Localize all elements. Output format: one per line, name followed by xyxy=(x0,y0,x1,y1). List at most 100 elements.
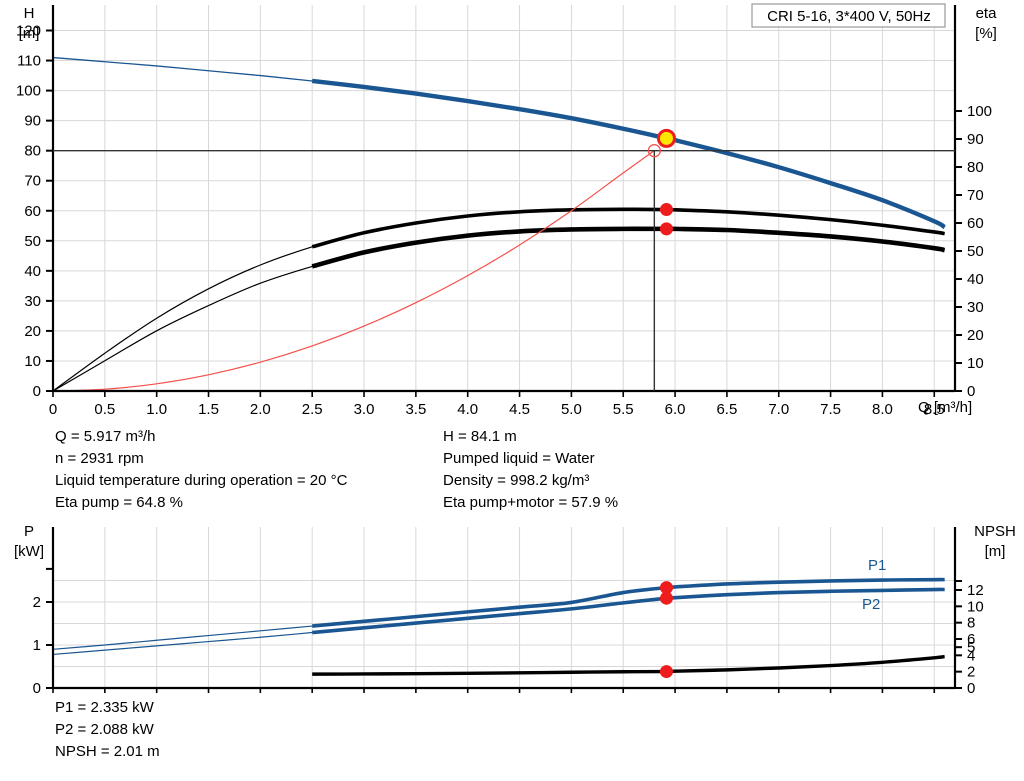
info-right-3: Eta pump+motor = 57.9 % xyxy=(443,494,618,511)
curve-thin-h-head-curve xyxy=(52,56,945,228)
eta-ytick-label: 10 xyxy=(967,355,984,372)
curve-thick-npsh xyxy=(312,654,945,676)
duty-point-eta-pump-motor xyxy=(659,222,673,236)
eta-axis-title-line2: [%] xyxy=(975,25,997,42)
power-chart-axes xyxy=(46,527,962,693)
q-xtick-label: 3.5 xyxy=(405,401,426,418)
npsh-ytick-label: 5 xyxy=(967,639,975,656)
power-ytick-label: 0 xyxy=(33,680,41,697)
q-xtick-label: 7.0 xyxy=(768,401,789,418)
head-ytick-label: 50 xyxy=(24,233,41,250)
q-xtick-label: 3.0 xyxy=(354,401,375,418)
head-eta-chart: 0 10 20 30 40 50 60 70 80 90 100 110 120 0 10 20 30 40 50 6… xyxy=(16,3,998,419)
power-ytick-label: 2 xyxy=(33,594,41,611)
npsh-axis-title-line1: NPSH xyxy=(974,523,1016,540)
q-xtick-label: 0 xyxy=(49,401,57,418)
info-left-3: Eta pump = 64.8 % xyxy=(55,494,183,511)
info-right-1: Pumped liquid = Water xyxy=(443,450,595,467)
duty-info-middle: Q = 5.917 m³/h n = 2931 rpm Liquid tempe… xyxy=(55,428,618,511)
head-chart-curves xyxy=(52,56,946,392)
q-xtick-label: 5.5 xyxy=(613,401,634,418)
head-chart-axes xyxy=(46,5,962,397)
title-box-frame xyxy=(751,3,946,28)
npsh-axis-title-line2: [m] xyxy=(985,543,1006,560)
q-xtick-label: 6.5 xyxy=(716,401,737,418)
curve-thick-eta-pump-motor xyxy=(311,226,946,269)
head-axis-title-line2: [m] xyxy=(19,25,40,42)
info-bottom-1: P2 = 2.088 kW xyxy=(55,721,155,738)
head-chart-tick-labels: 0 10 20 30 40 50 60 70 80 90 100 110 120 0 10 20 30 40 50 6… xyxy=(16,23,992,419)
title-box-label: CRI 5-16, 3*400 V, 50Hz xyxy=(767,8,931,25)
head-chart-gridlines xyxy=(52,5,955,391)
eta-ytick-label: 90 xyxy=(967,131,984,148)
info-left-2: Liquid temperature during operation = 20… xyxy=(55,472,348,489)
info-left-0: Q = 5.917 m³/h xyxy=(55,428,155,445)
duty-point-eta-pump xyxy=(659,203,673,217)
eta-ytick-label: 70 xyxy=(967,187,984,204)
info-right-0: H = 84.1 m xyxy=(443,428,517,445)
curve-thin-eta-pump-motor xyxy=(52,228,945,392)
q-xtick-label: 0.5 xyxy=(94,401,115,418)
head-ytick-label: 0 xyxy=(33,383,41,400)
duty-point-system xyxy=(647,144,661,158)
head-ytick-label: 30 xyxy=(24,293,41,310)
eta-ytick-label: 0 xyxy=(967,383,975,400)
eta-ytick-label: 50 xyxy=(967,243,984,260)
head-ytick-label: 80 xyxy=(24,143,41,160)
head-ytick-label: 40 xyxy=(24,263,41,280)
q-xtick-label: 8.0 xyxy=(872,401,893,418)
duty-point-p2 xyxy=(659,591,673,605)
q-xtick-label: 4.5 xyxy=(509,401,530,418)
npsh-ytick-label: 2 xyxy=(967,664,975,681)
q-xtick-label: 6.0 xyxy=(665,401,686,418)
npsh-ytick-label: 8 xyxy=(967,615,975,632)
eta-ytick-label: 80 xyxy=(967,159,984,176)
head-ytick-label: 60 xyxy=(24,203,41,220)
npsh-ytick-label: 4 xyxy=(967,647,975,664)
series-label-p1: P1 xyxy=(868,557,886,574)
head-chart-duty-markers xyxy=(53,128,955,391)
head-ytick-label: 20 xyxy=(24,323,41,340)
q-xtick-label: 7.5 xyxy=(820,401,841,418)
curve-thick-h-head-curve xyxy=(311,78,946,230)
q-axis-label: Q [m³/h] xyxy=(918,399,972,416)
eta-axis-title-line1: eta xyxy=(976,5,998,22)
info-bottom-0: P1 = 2.335 kW xyxy=(55,699,155,716)
npsh-ytick-label: 10 xyxy=(967,598,984,615)
q-xtick-label: 8.5 xyxy=(924,401,945,418)
q-xtick-label: 2.5 xyxy=(302,401,323,418)
curve-system-duty-curve xyxy=(52,150,655,392)
eta-ytick-label: 20 xyxy=(967,327,984,344)
eta-ytick-label: 30 xyxy=(967,299,984,316)
q-xtick-label: 5.0 xyxy=(561,401,582,418)
eta-ytick-label: 100 xyxy=(967,103,992,120)
npsh-ytick-label: 12 xyxy=(967,582,984,599)
eta-ytick-label: 40 xyxy=(967,271,984,288)
npsh-ytick-label: 6 xyxy=(967,631,975,648)
head-axis-title-line1: H xyxy=(24,5,35,22)
eta-ytick-label: 60 xyxy=(967,215,984,232)
info-bottom-2: NPSH = 2.01 m xyxy=(55,743,160,760)
duty-point-head xyxy=(656,128,676,148)
q-xtick-label: 1.0 xyxy=(146,401,167,418)
head-ytick-label: 110 xyxy=(17,53,41,70)
power-chart-curves xyxy=(52,577,945,676)
q-xtick-label: 4.0 xyxy=(457,401,478,418)
chart-title-box: CRI 5-16, 3*400 V, 50Hz xyxy=(751,3,946,28)
q-xtick-label: 1.5 xyxy=(198,401,219,418)
q-xtick-label: 2.0 xyxy=(250,401,271,418)
info-right-2: Density = 998.2 kg/m³ xyxy=(443,472,589,489)
curve-thick-p2 xyxy=(312,587,945,635)
head-ytick-label: 120 xyxy=(16,23,41,40)
power-ytick-label: 1 xyxy=(33,637,41,654)
head-ytick-label: 90 xyxy=(24,113,41,130)
head-ytick-label: 70 xyxy=(24,173,41,190)
npsh-ytick-label: 0 xyxy=(967,680,975,697)
duty-info-bottom: P1 = 2.335 kW P2 = 2.088 kW NPSH = 2.01 … xyxy=(55,699,160,760)
head-ytick-label: 100 xyxy=(16,83,41,100)
power-chart-duty-markers xyxy=(659,581,673,679)
